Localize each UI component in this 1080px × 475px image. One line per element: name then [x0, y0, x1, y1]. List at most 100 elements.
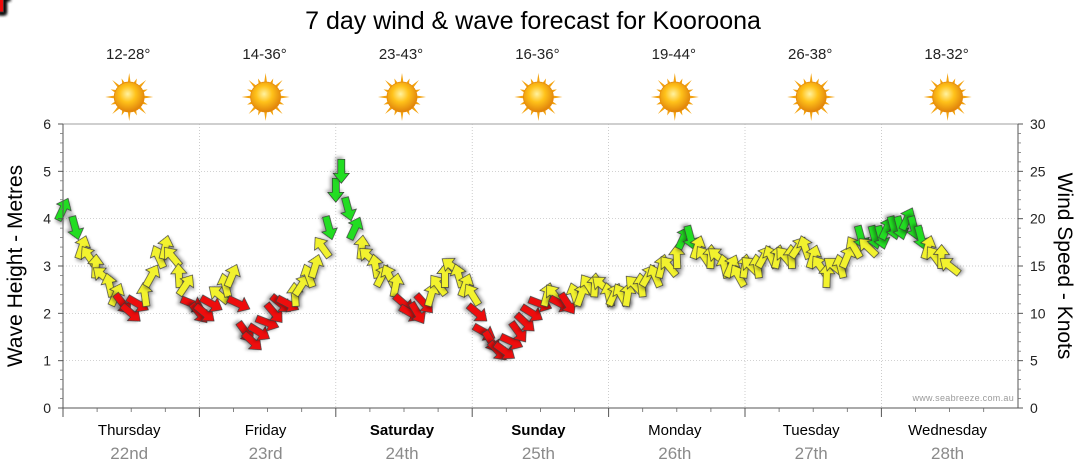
temp-range-label: 18-32°	[924, 46, 968, 63]
left-tick-label: 3	[43, 258, 51, 274]
sun-ray	[923, 95, 933, 99]
sun-ray	[275, 106, 283, 114]
sun-ray	[411, 80, 419, 88]
sun-ray	[394, 110, 398, 116]
sun-ray	[952, 78, 956, 84]
left-tick-label: 6	[43, 116, 51, 132]
sun-ray	[406, 78, 410, 84]
sun-ray	[247, 101, 253, 105]
day-label: Sunday	[511, 422, 566, 439]
sun-ray	[415, 101, 421, 105]
sun-ray	[112, 80, 120, 88]
sun-ray	[530, 78, 534, 84]
sun-ray	[792, 89, 798, 93]
temp-range-label: 16-36°	[515, 46, 559, 63]
sun-ray	[142, 101, 148, 105]
sun-ray	[815, 110, 819, 116]
sun-ray	[792, 101, 798, 105]
day-label: Saturday	[370, 422, 435, 439]
sun-ray	[278, 101, 285, 105]
sun-ray	[394, 78, 398, 84]
date-label: 24th	[385, 444, 418, 463]
sun-ray	[930, 106, 938, 114]
wind-arrow	[0, 0, 9, 13]
sun-disc	[523, 81, 554, 113]
sun-disc	[113, 81, 145, 113]
right-tick-label: 20	[1030, 211, 1046, 227]
sun-ray	[946, 111, 949, 121]
sun-ray	[121, 78, 125, 84]
sun-ray	[962, 95, 972, 99]
sun-ray	[110, 89, 116, 93]
left-axis-label: Wave Height - Metres	[4, 165, 27, 367]
sun-ray	[241, 95, 251, 99]
sun-ray	[133, 78, 137, 84]
gridlines	[63, 124, 1018, 408]
sun-ray	[537, 111, 540, 121]
temp-range-label: 26-38°	[788, 46, 832, 63]
sun-ray	[551, 89, 557, 93]
sun-ray	[548, 106, 556, 114]
daily-temperature-row: 12-28° 14-36° 23-43° 16-36° 19-44° 26-38° 18-3…	[106, 46, 969, 63]
sun-ray	[929, 89, 935, 93]
sun-ray	[121, 110, 125, 116]
sun-ray	[521, 106, 529, 114]
plot-area	[0, 0, 1019, 409]
sun-ray	[929, 101, 935, 105]
right-tick-label: 30	[1030, 116, 1046, 132]
sun-ray	[946, 73, 949, 83]
sun-icon	[241, 73, 290, 121]
sun-ray	[803, 110, 807, 116]
date-label: 23rd	[249, 444, 283, 463]
date-label: 27th	[795, 444, 828, 463]
left-tick-label: 4	[43, 211, 51, 227]
sun-icon	[923, 73, 972, 121]
date-label: 22nd	[110, 444, 148, 463]
sun-ray	[264, 111, 267, 121]
temp-range-label: 14-36°	[242, 46, 286, 63]
sun-ray	[689, 95, 699, 99]
sun-ray	[939, 78, 944, 84]
sun-ray	[127, 111, 131, 121]
sun-ray	[278, 89, 285, 93]
date-label: 25th	[522, 444, 555, 463]
sun-ray	[542, 78, 547, 84]
sun-ray	[688, 101, 694, 105]
sun-ray	[688, 89, 694, 93]
sun-ray	[275, 80, 283, 88]
sun-icon	[787, 73, 836, 121]
left-tick-label: 0	[43, 400, 51, 416]
date-label: 26th	[658, 444, 691, 463]
weather-icon-row	[105, 73, 972, 121]
sun-ray	[650, 95, 660, 99]
sun-ray	[138, 106, 147, 114]
sun-ray	[415, 89, 421, 93]
left-tick-label: 1	[43, 353, 51, 369]
date-label: 28th	[931, 444, 964, 463]
sun-icon	[105, 73, 154, 121]
sun-ray	[378, 95, 388, 99]
sun-ray	[673, 111, 677, 121]
sun-ray	[952, 110, 956, 116]
sun-disc	[386, 81, 418, 113]
sun-disc	[659, 81, 691, 113]
sun-ray	[960, 89, 967, 93]
sun-ray	[138, 80, 147, 88]
sun-ray	[411, 106, 419, 114]
sun-ray	[679, 110, 683, 116]
sun-ray	[673, 73, 677, 83]
sun-ray	[656, 101, 662, 105]
sun-ray	[684, 80, 692, 88]
sun-ray	[144, 95, 154, 99]
chart-title: 7 day wind & wave forecast for Kooroona	[305, 7, 761, 35]
sun-icon	[514, 73, 563, 121]
sun-ray	[400, 111, 404, 121]
sun-ray	[257, 78, 262, 84]
sun-ray	[514, 95, 524, 99]
sun-ray	[657, 106, 666, 114]
x-axis: Thursday 22nd Friday 23rd Saturday 24th Sunday…	[62, 407, 1018, 463]
sun-ray	[656, 89, 662, 93]
sun-ray	[667, 110, 671, 116]
sun-ray	[657, 80, 666, 88]
sun-ray	[820, 106, 829, 114]
